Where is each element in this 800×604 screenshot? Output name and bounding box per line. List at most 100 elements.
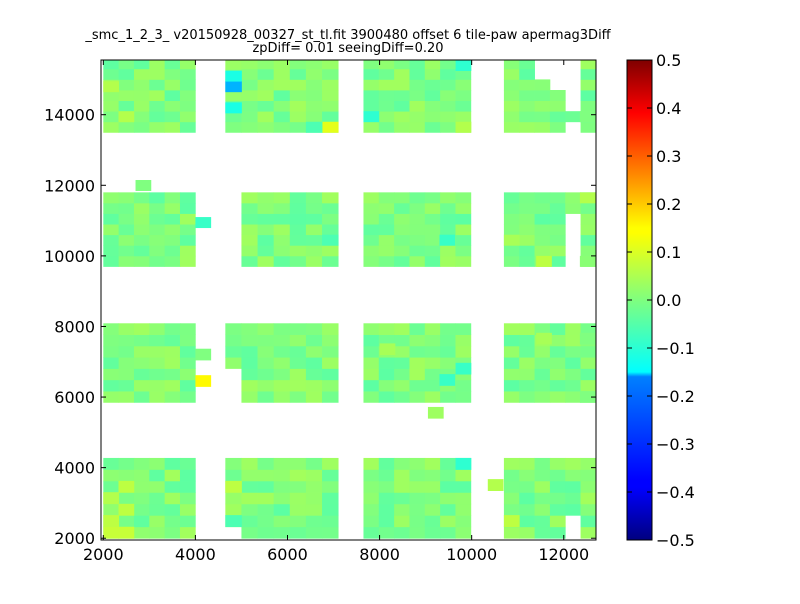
heatmap-cell: [378, 503, 395, 516]
heatmap-cell: [149, 202, 166, 214]
heatmap-cell: [580, 234, 596, 246]
heatmap-cell: [549, 100, 566, 112]
heatmap-cell: [534, 323, 551, 335]
heatmap-cell: [565, 503, 581, 516]
heatmap-cell: [580, 503, 596, 516]
heatmap-cell: [273, 357, 291, 369]
heatmap-cell: [503, 111, 520, 123]
heatmap-cell: [133, 457, 150, 470]
heatmap-cell: [179, 334, 196, 347]
heatmap-cell: [440, 202, 456, 214]
heatmap-cell: [503, 457, 520, 470]
heatmap-cell: [118, 245, 135, 257]
heatmap-cell: [580, 60, 596, 70]
heatmap-cell: [549, 526, 566, 539]
heatmap-cell: [378, 323, 395, 335]
heatmap-cell: [363, 79, 380, 91]
heatmap-cell: [289, 68, 307, 80]
heatmap-cell: [580, 202, 596, 214]
heatmap-cell: [440, 457, 456, 470]
heatmap-cell: [363, 121, 380, 133]
heatmap-cell: [289, 368, 307, 381]
heatmap-cell: [455, 323, 472, 335]
heatmap-cell: [503, 480, 520, 493]
heatmap-cell: [440, 515, 456, 528]
heatmap-cell: [118, 323, 135, 335]
heatmap-cell: [257, 345, 275, 358]
heatmap-cell: [118, 255, 135, 267]
heatmap-cell: [455, 90, 472, 101]
colorbar-tick-label: −0.5: [656, 531, 695, 550]
heatmap-cell: [103, 60, 120, 70]
heatmap-cell: [322, 457, 339, 470]
heatmap-cell: [549, 323, 566, 335]
heatmap-cell: [424, 234, 441, 246]
heatmap-cell: [273, 480, 291, 493]
heatmap-cell: [241, 255, 258, 267]
heatmap-cell: [289, 60, 307, 70]
heatmap-cell: [440, 213, 456, 225]
heatmap-cell: [289, 111, 307, 123]
heatmap-cell: [394, 60, 410, 70]
heatmap-cell: [164, 492, 181, 505]
heatmap-cell: [149, 334, 166, 347]
heatmap-cell: [440, 503, 456, 516]
heatmap-cell: [257, 379, 275, 392]
heatmap-cell: [409, 121, 426, 133]
heatmap-cell: [424, 391, 441, 403]
heatmap-cell: [394, 192, 410, 204]
heatmap-cell: [424, 334, 441, 347]
heatmap-cell: [519, 213, 535, 225]
heatmap-cell: [289, 100, 307, 112]
heatmap-cell: [503, 121, 520, 133]
heatmap-cell: [565, 334, 581, 347]
heatmap-cell: [580, 121, 596, 133]
heatmap-cell: [118, 368, 135, 381]
heatmap-cell: [519, 469, 535, 482]
heatmap-cell: [440, 345, 456, 358]
heatmap-cell: [519, 121, 535, 133]
heatmap-cell: [549, 515, 566, 528]
heatmap-cell: [273, 100, 291, 112]
heatmap-cell: [133, 469, 150, 482]
heatmap-cell: [241, 480, 258, 493]
x-tick-label: 12000: [538, 545, 589, 564]
x-tick-label: 4000: [175, 545, 216, 564]
heatmap-cell: [534, 79, 551, 91]
heatmap-cell: [289, 79, 307, 91]
heatmap-cell: [289, 192, 307, 204]
heatmap-cell: [164, 234, 181, 246]
heatmap-cell: [534, 469, 551, 482]
heatmap-cell: [133, 68, 150, 80]
heatmap-cell: [580, 457, 596, 470]
heatmap-cell: [273, 224, 291, 236]
heatmap-cell: [257, 245, 275, 257]
heatmap-cell: [241, 100, 258, 112]
heatmap-cell: [164, 357, 181, 369]
heatmap-cell: [322, 480, 339, 493]
heatmap-cell: [534, 345, 551, 358]
heatmap-cell: [378, 202, 395, 214]
heatmap-cell: [378, 245, 395, 257]
heatmap-cell: [164, 68, 181, 80]
heatmap-cell: [519, 90, 535, 101]
heatmap-cell: [164, 469, 181, 482]
heatmap-cell: [549, 480, 566, 493]
heatmap-cell: [225, 515, 242, 527]
heatmap-cell: [503, 334, 520, 347]
heatmap-cell: [549, 357, 566, 369]
heatmap-cell: [289, 345, 307, 358]
heatmap-cell: [363, 515, 380, 528]
heatmap-cell: [519, 60, 535, 70]
heatmap-cell: [424, 368, 441, 381]
heatmap-cell: [149, 379, 166, 392]
heatmap-cell: [424, 457, 441, 470]
heatmap-cell: [149, 255, 166, 267]
heatmap-cell: [519, 357, 535, 369]
heatmap-cell: [289, 526, 307, 539]
heatmap-cell: [440, 469, 456, 482]
heatmap-cell: [455, 480, 472, 493]
heatmap-cell: [455, 121, 472, 133]
heatmap-cell: [378, 234, 395, 246]
heatmap-cell: [289, 457, 307, 470]
